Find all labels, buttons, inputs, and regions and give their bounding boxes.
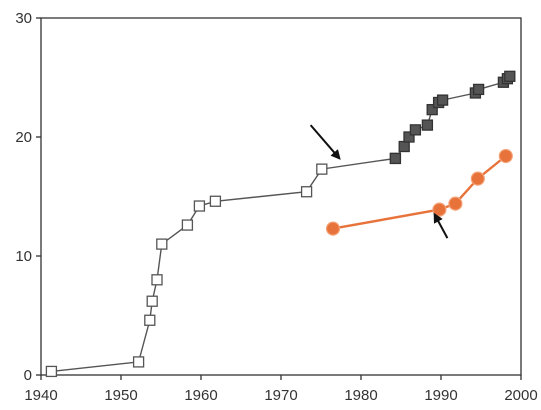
data-point <box>432 202 447 217</box>
data-point <box>409 124 422 136</box>
data-point <box>151 274 163 286</box>
data-point <box>398 140 410 153</box>
x-tick-label: 1940 <box>24 387 57 404</box>
series-line <box>51 157 396 373</box>
axes: 1940 1950 1960 1970 1980 1990 2000 0 10 20 30 <box>15 10 537 404</box>
y-tick-label: 20 <box>15 129 32 146</box>
data-point <box>45 365 58 378</box>
y-tick-label: 30 <box>15 10 32 27</box>
data-point <box>421 119 434 131</box>
data-point <box>436 94 449 106</box>
series-layer <box>45 70 516 378</box>
data-point <box>132 356 145 368</box>
data-point <box>426 103 438 116</box>
plot-frame <box>40 17 522 376</box>
y-tick-label: 10 <box>15 248 32 265</box>
data-point <box>389 152 402 165</box>
data-point <box>325 221 341 236</box>
data-point <box>181 219 194 231</box>
series-3 <box>325 148 513 236</box>
data-point <box>156 238 168 250</box>
series-1 <box>45 152 402 378</box>
x-tick-label: 1990 <box>424 387 457 404</box>
data-point <box>470 171 485 186</box>
x-tick-label: 1970 <box>264 387 297 404</box>
series-line <box>332 155 507 230</box>
data-point <box>144 314 156 326</box>
data-point <box>498 148 513 164</box>
annotation-arrow <box>309 124 341 160</box>
data-point <box>146 295 158 307</box>
data-point <box>504 70 516 82</box>
data-point <box>448 196 463 211</box>
data-point <box>300 186 313 198</box>
annotation-layer <box>309 124 449 239</box>
x-tick-label: 1960 <box>184 387 217 404</box>
data-point <box>316 163 328 175</box>
x-tick-label: 2000 <box>504 387 537 404</box>
x-tick-label: 1980 <box>344 387 377 404</box>
data-point <box>472 83 485 96</box>
data-point <box>193 200 206 212</box>
annotation-arrow <box>433 212 449 239</box>
data-point <box>209 195 222 207</box>
y-tick-label: 0 <box>24 367 32 384</box>
x-tick-label: 1950 <box>104 387 137 404</box>
series-2 <box>389 70 516 165</box>
data-point <box>403 131 415 143</box>
series-line <box>394 75 511 159</box>
